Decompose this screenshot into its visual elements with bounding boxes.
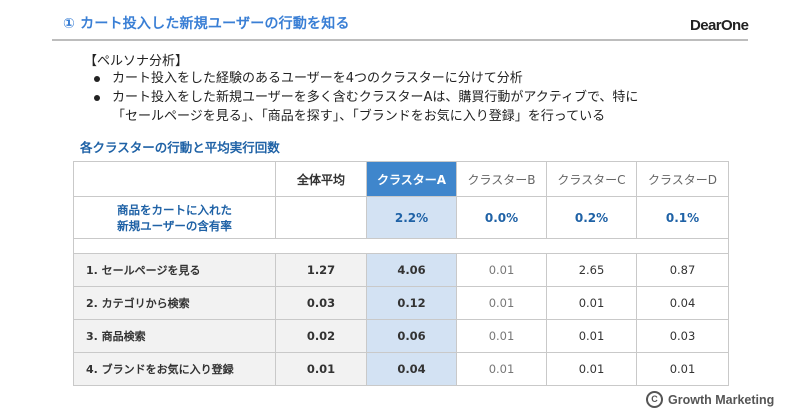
cell-cluster-c: 2.65 [546,253,637,287]
rate-row-label: 商品をカートに入れた 新規ユーザーの含有率 [73,196,276,239]
rate-cell-overall [275,196,367,239]
title-divider [52,39,748,41]
cell-cluster-d: 0.87 [636,253,729,287]
copyright-icon: C [646,391,663,408]
cell-overall: 0.03 [275,286,367,320]
cell-cluster-c: 0.01 [546,319,637,353]
cluster-behavior-table: 全体平均 クラスターA クラスターB クラスターC クラスターD 商品をカートに… [73,161,729,386]
table-row: 2. カテゴリから検索 0.03 0.12 0.01 0.01 0.04 [73,286,729,320]
table-title: 各クラスターの行動と平均実行回数 [80,140,280,155]
cell-cluster-a: 4.06 [366,253,457,287]
table-row: 4. ブランドをお気に入り登録 0.01 0.04 0.01 0.01 0.01 [73,352,729,386]
bullet-dot-icon [94,76,100,82]
bullet-text: カート投入をした経験のあるユーザーを4つのクラスターに分けて分析 [112,71,523,86]
persona-heading: 【ペルソナ分析】 [84,54,189,69]
cell-overall: 0.02 [275,319,367,353]
rate-label-line2: 新規ユーザーの含有率 [117,218,232,233]
header-cell-cluster-b: クラスターB [456,161,547,197]
rate-cell-cluster-d: 0.1% [636,196,729,239]
rate-row: 商品をカートに入れた 新規ユーザーの含有率 2.2% 0.0% 0.2% 0.1… [73,196,729,239]
cell-cluster-b: 0.01 [456,286,547,320]
cell-cluster-a: 0.04 [366,352,457,386]
persona-bullet-list: カート投入をした経験のあるユーザーを4つのクラスターに分けて分析 カート投入をし… [92,69,638,126]
row-label: 3. 商品検索 [73,319,276,353]
cell-overall: 0.01 [275,352,367,386]
footer-credit: C Growth Marketing [646,391,774,408]
header-cell-cluster-d: クラスターD [636,161,729,197]
page-title: ① カート投入した新規ユーザーの行動を知る [63,16,350,32]
rate-cell-cluster-c: 0.2% [546,196,637,239]
row-label: 4. ブランドをお気に入り登録 [73,352,276,386]
cell-cluster-d: 0.04 [636,286,729,320]
cell-cluster-b: 0.01 [456,319,547,353]
bullet-item: カート投入をした経験のあるユーザーを4つのクラスターに分けて分析 [92,69,638,88]
header-cell-empty [73,161,276,197]
table-row: 3. 商品検索 0.02 0.06 0.01 0.01 0.03 [73,319,729,353]
header-cell-cluster-a: クラスターA [366,161,457,197]
rate-cell-cluster-a: 2.2% [366,196,457,239]
dearone-logo: DearOne [690,17,749,34]
cell-cluster-b: 0.01 [456,352,547,386]
cell-overall: 1.27 [275,253,367,287]
cell-cluster-a: 0.06 [366,319,457,353]
bullet-text: カート投入をした新規ユーザーを多く含むクラスターAは、購買行動がアクティブで、特… [112,90,639,105]
rate-label-line1: 商品をカートに入れた [117,202,232,217]
cell-cluster-d: 0.03 [636,319,729,353]
footer-text: Growth Marketing [668,392,775,407]
row-label: 1. セールページを見る [73,253,276,287]
header-cell-overall-avg: 全体平均 [275,161,367,197]
table-header-row: 全体平均 クラスターA クラスターB クラスターC クラスターD [73,161,729,197]
header-cell-cluster-c: クラスターC [546,161,637,197]
table-row: 1. セールページを見る 1.27 4.06 0.01 2.65 0.87 [73,253,729,287]
cell-cluster-d: 0.01 [636,352,729,386]
row-label: 2. カテゴリから検索 [73,286,276,320]
cell-cluster-c: 0.01 [546,352,637,386]
bullet-text-continued: 「セールページを見る」、「商品を探す」、「ブランドをお気に入り登録」を行っている [112,109,606,124]
spacer-row [73,238,729,254]
bullet-item: カート投入をした新規ユーザーを多く含むクラスターAは、購買行動がアクティブで、特… [92,88,638,126]
bullet-dot-icon [94,95,100,101]
cell-cluster-a: 0.12 [366,286,457,320]
spacer-cell [73,238,729,254]
rate-cell-cluster-b: 0.0% [456,196,547,239]
cell-cluster-c: 0.01 [546,286,637,320]
cell-cluster-b: 0.01 [456,253,547,287]
